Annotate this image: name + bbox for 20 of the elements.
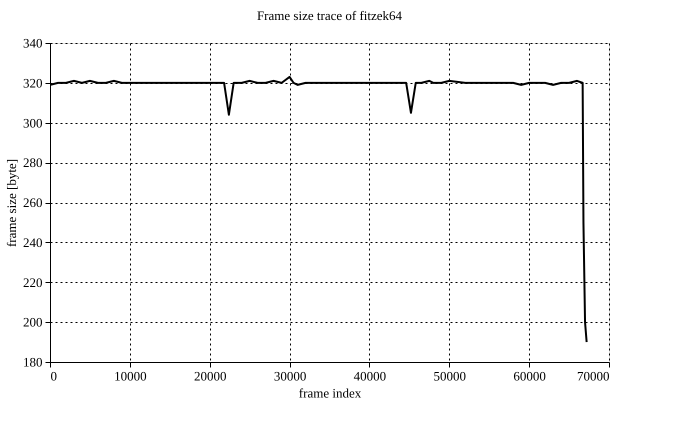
x-tick-label: 10000 (114, 368, 147, 384)
y-tick-label: 300 (23, 115, 42, 130)
y-tick-label: 320 (23, 75, 42, 90)
y-tick-label: 260 (23, 195, 42, 210)
x-tick-label: 30000 (274, 368, 306, 384)
y-axis-title: frame size [byte] (4, 158, 19, 248)
y-tick-label: 220 (23, 274, 42, 290)
y-tick-label: 280 (23, 155, 42, 170)
x-tick-label: 20000 (194, 368, 226, 384)
y-tick-label: 180 (23, 354, 42, 370)
x-tick-label: 50000 (434, 368, 466, 384)
y-tick-label: 200 (23, 314, 42, 330)
x-tick-label: 60000 (513, 368, 546, 384)
chart-title: Frame size trace of fitzek64 (256, 8, 403, 23)
x-tick-label: 70000 (577, 368, 610, 384)
x-axis-title: frame index (298, 386, 362, 400)
x-tick-label: 40000 (354, 368, 386, 384)
x-tick-label: 0 (50, 368, 57, 384)
y-tick-label: 340 (23, 36, 42, 50)
y-tick-label: 240 (23, 234, 42, 250)
